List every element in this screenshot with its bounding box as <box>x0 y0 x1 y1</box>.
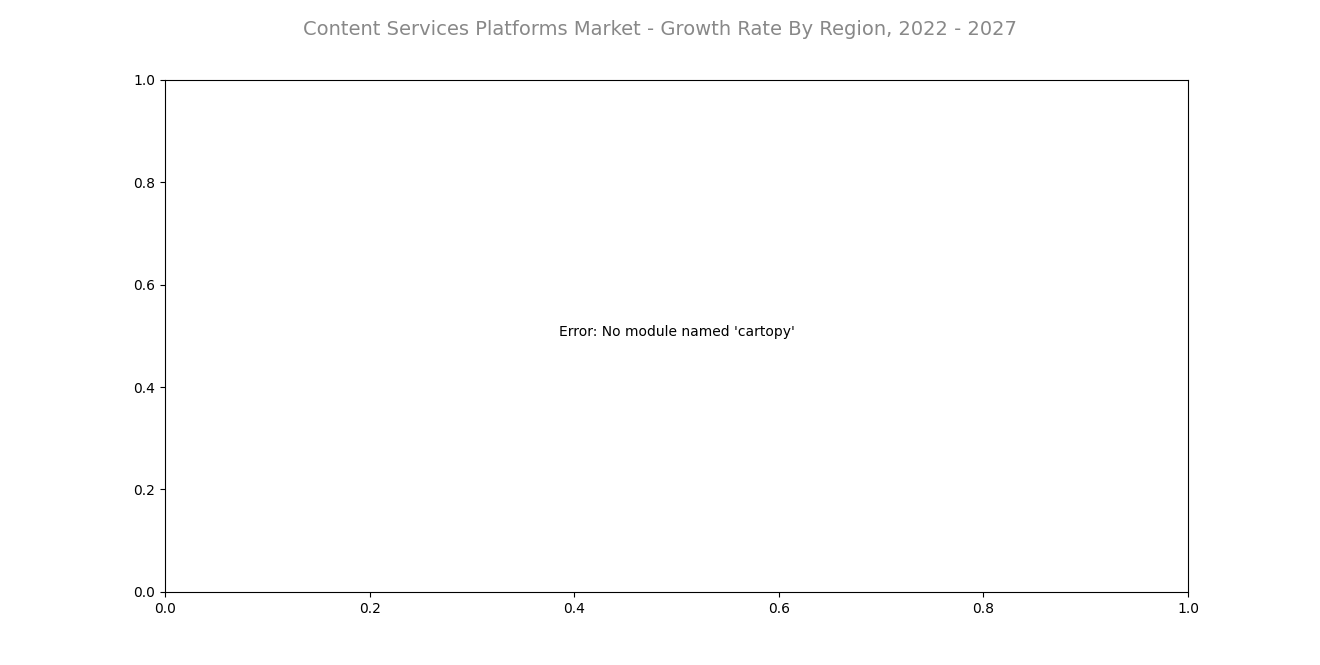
Text: Error: No module named 'cartopy': Error: No module named 'cartopy' <box>558 325 795 339</box>
Text: Content Services Platforms Market - Growth Rate By Region, 2022 - 2027: Content Services Platforms Market - Grow… <box>304 20 1016 39</box>
